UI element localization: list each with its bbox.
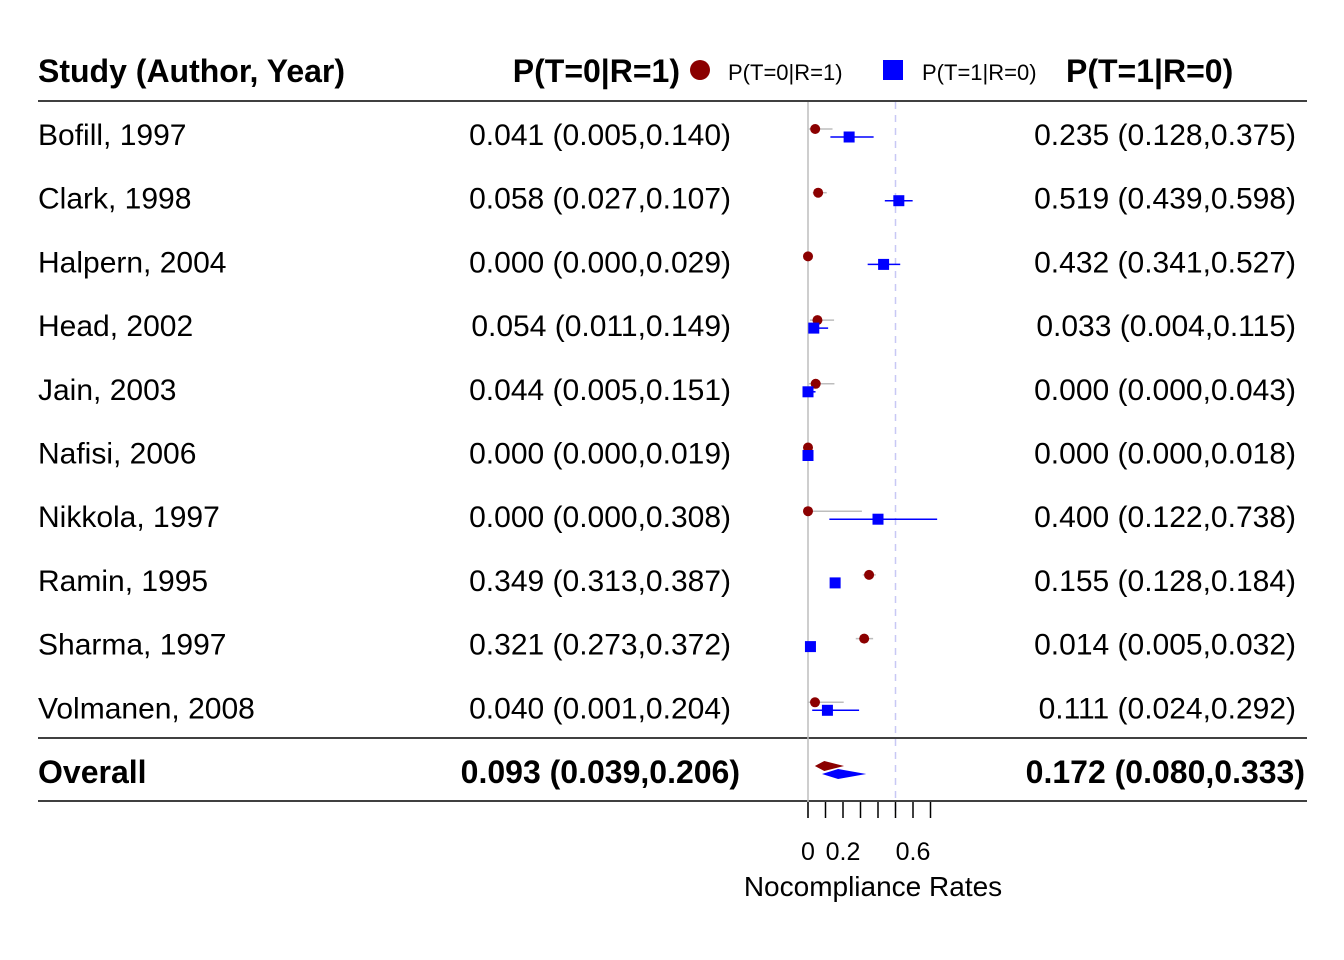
study-label: Head, 2002 [38, 310, 193, 343]
point-series1 [803, 506, 813, 517]
study-column-header: Study (Author, Year) [38, 53, 345, 89]
legend-marker-series2 [883, 60, 903, 80]
study-label: Halpern, 2004 [38, 246, 226, 279]
study-label: Volmanen, 2008 [38, 692, 255, 725]
study-label: Bofill, 1997 [38, 119, 186, 152]
legend-label-series1: P(T=0|R=1) [728, 60, 843, 85]
study-right-estimate: 0.111 (0.024,0.292) [1039, 692, 1296, 725]
legend-marker-series1 [690, 60, 710, 80]
point-series1 [859, 633, 870, 644]
point-series2 [804, 641, 816, 653]
overall-label: Overall [38, 754, 147, 790]
study-label: Nikkola, 1997 [38, 501, 220, 534]
study-right-estimate: 0.000 (0.000,0.043) [1034, 374, 1296, 407]
study-label: Clark, 1998 [38, 183, 191, 216]
study-left-estimate: 0.040 (0.001,0.204) [469, 692, 731, 725]
x-axis-title: Nocompliance Rates [744, 871, 1002, 902]
study-right-estimate: 0.000 (0.000,0.018) [1034, 438, 1296, 471]
study-right-estimate: 0.519 (0.439,0.598) [1034, 183, 1296, 216]
point-series2 [893, 195, 905, 207]
study-left-estimate: 0.058 (0.027,0.107) [469, 183, 731, 216]
point-series2 [802, 450, 814, 461]
plot-marks [802, 124, 938, 779]
study-right-estimate: 0.400 (0.122,0.738) [1034, 501, 1296, 534]
x-tick-label: 0 [801, 838, 815, 866]
point-series1 [864, 569, 875, 580]
study-left-estimate: 0.041 (0.005,0.140) [469, 119, 731, 152]
study-left-estimate: 0.054 (0.011,0.149) [471, 310, 731, 343]
point-series2 [843, 131, 855, 143]
point-series2 [872, 513, 884, 525]
overall-right-estimate: 0.172 (0.080,0.333) [1026, 754, 1305, 790]
point-series1 [813, 187, 824, 198]
overall-diamond-series2 [822, 769, 867, 779]
point-series2 [878, 258, 890, 270]
study-right-estimate: 0.155 (0.128,0.184) [1034, 565, 1296, 598]
point-series2 [802, 386, 814, 398]
study-label: Nafisi, 2006 [38, 438, 196, 471]
study-label: Jain, 2003 [38, 374, 176, 407]
study-left-estimate: 0.000 (0.000,0.019) [469, 438, 731, 471]
point-series2 [829, 577, 841, 589]
point-series1 [803, 251, 813, 262]
study-left-estimate: 0.044 (0.005,0.151) [469, 374, 731, 407]
study-right-estimate: 0.432 (0.341,0.527) [1034, 246, 1296, 279]
overall-row: Overall 0.093 (0.039,0.206) 0.172 (0.080… [38, 754, 1305, 790]
study-left-estimate: 0.000 (0.000,0.308) [469, 501, 731, 534]
point-series1 [810, 697, 820, 708]
overall-diamond-series1 [814, 761, 845, 771]
study-label: Ramin, 1995 [38, 565, 208, 598]
x-axis: Nocompliance Rates 0 0.2 0.6 [744, 802, 1002, 902]
point-series2 [821, 704, 833, 716]
x-tick-label: 0.6 [896, 838, 931, 866]
study-right-estimate: 0.014 (0.005,0.032) [1034, 629, 1296, 662]
study-left-estimate: 0.349 (0.313,0.387) [469, 565, 731, 598]
point-series1 [810, 124, 821, 134]
x-tick-label: 0.2 [826, 838, 861, 866]
study-right-estimate: 0.033 (0.004,0.115) [1036, 310, 1296, 343]
study-right-estimate: 0.235 (0.128,0.375) [1034, 119, 1296, 152]
legend-label-series2: P(T=1|R=0) [922, 60, 1037, 85]
study-left-estimate: 0.000 (0.000,0.029) [469, 246, 731, 279]
study-left-estimate: 0.321 (0.273,0.372) [469, 629, 731, 662]
right-stat-column-header: P(T=1|R=0) [1066, 53, 1233, 89]
study-rows: Bofill, 1997 0.041 (0.005,0.140) 0.235 (0.… [38, 119, 1296, 725]
study-label: Sharma, 1997 [38, 629, 226, 662]
overall-left-estimate: 0.093 (0.039,0.206) [461, 754, 740, 790]
left-stat-column-header: P(T=0|R=1) [513, 53, 680, 89]
point-series2 [808, 322, 820, 334]
